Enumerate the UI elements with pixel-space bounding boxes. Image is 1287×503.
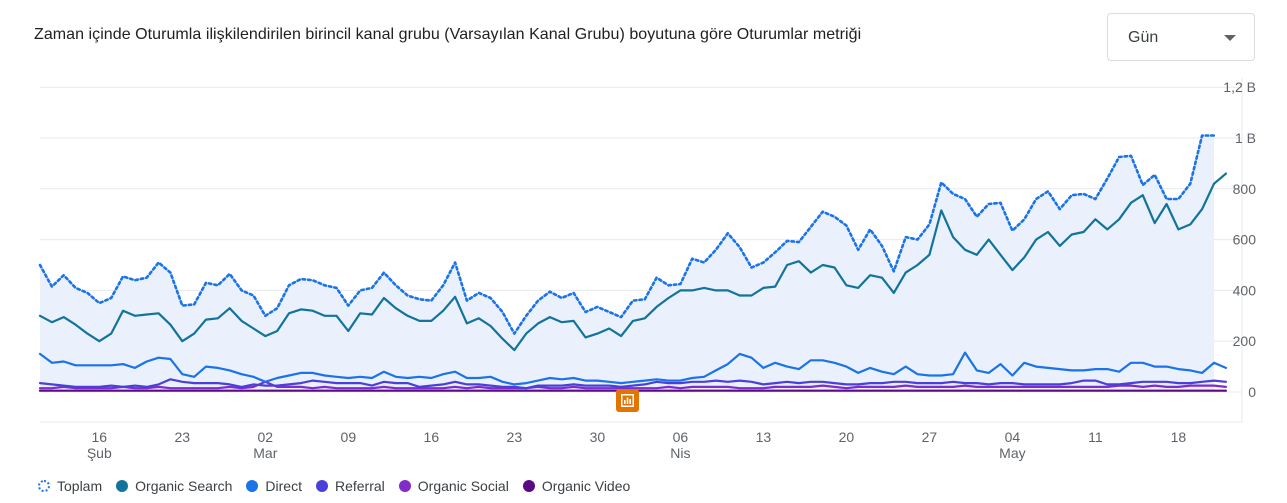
legend-item-organic-social[interactable]: Organic Social [398,478,509,494]
series-line-organic-search [38,172,1228,352]
y-tick-label: 1 B [1235,130,1256,146]
x-tick-label: 04 [1005,429,1021,445]
legend-label: Organic Video [541,478,631,494]
series-line-toplam [38,134,1216,335]
y-axis: 0 200 400 600 800 1 B 1,2 B [1223,79,1256,400]
legend-label: Organic Search [135,478,233,494]
y-tick-label: 600 [1233,232,1257,248]
x-tick-month-label: Mar [253,445,277,461]
x-tick-label: 13 [756,429,772,445]
annotation-icon[interactable] [616,389,639,412]
legend-item-direct[interactable]: Direct [246,478,302,494]
legend-label: Toplam [57,478,103,494]
total-area [40,135,1214,392]
series-line-organic-social [38,380,1228,390]
x-tick-label: 09 [341,429,357,445]
granularity-select[interactable]: Gün [1107,13,1255,61]
legend-swatch [522,480,535,492]
legend-swatch [116,480,129,492]
x-tick-label: 23 [175,429,191,445]
y-tick-label: 400 [1233,282,1257,298]
legend-label: Organic Social [417,478,509,494]
x-tick-month-label: May [999,445,1025,461]
x-tick-label: 06 [673,429,689,445]
legend-item-referral[interactable]: Referral [315,478,385,494]
legend-label: Direct [265,478,302,494]
y-tick-label: 1,2 B [1223,79,1256,95]
chart-legend: Toplam Organic Search Direct Referral Organi… [38,476,644,496]
x-tick-label: 18 [1171,429,1187,445]
legend-swatch [38,480,50,492]
x-tick-month-label: Şub [87,445,112,461]
x-tick-label: 02 [258,429,274,445]
legend-item-organic-search[interactable]: Organic Search [116,478,232,494]
x-tick-label: 20 [839,429,855,445]
x-tick-label: 16 [92,429,108,445]
series-line-referral [38,378,1228,390]
legend-swatch [398,480,411,492]
x-tick-label: 16 [424,429,440,445]
x-tick-label: 11 [1088,429,1103,445]
legend-item-toplam[interactable]: Toplam [38,478,102,494]
y-tick-label: 800 [1233,181,1257,197]
series-lines [38,134,1228,392]
y-tick-label: 200 [1233,333,1257,349]
legend-swatch [315,480,328,492]
x-tick-month-label: Nis [670,445,690,461]
series-line-direct [38,351,1228,386]
x-tick-label: 30 [590,429,606,445]
chart-title: Zaman içinde Oturumla ilişkilendirilen b… [34,26,862,43]
legend-label: Referral [334,478,385,494]
x-tick-label: 23 [507,429,523,445]
legend-swatch [246,480,259,492]
legend-item-organic-video[interactable]: Organic Video [522,478,631,494]
chevron-down-icon [1224,35,1236,41]
x-tick-label: 27 [922,429,938,445]
total-area-fill [40,135,1214,392]
y-tick-label: 0 [1248,384,1256,400]
granularity-select-value: Gün [1128,29,1159,46]
